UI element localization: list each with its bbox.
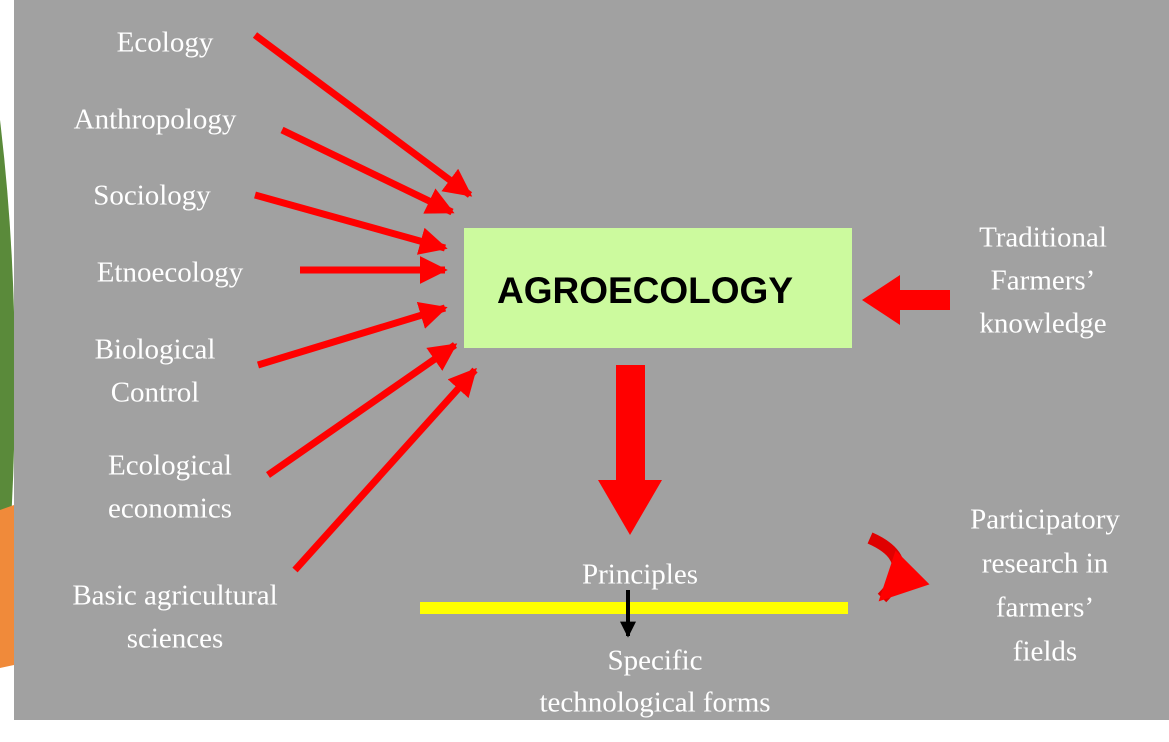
participatory-label: fields [1013,636,1077,668]
participatory-label: farmers’ [996,592,1094,624]
discipline-label: sciences [127,623,224,655]
discipline-label: Sociology [93,180,211,212]
participatory-label: Participatory [970,504,1120,536]
traditional-label: Farmers’ [991,265,1096,297]
center-label: AGROECOLOGY [497,270,793,311]
traditional-label: Traditional [979,222,1107,254]
discipline-label: Etnoecology [97,257,244,289]
traditional-label: knowledge [979,308,1106,340]
yellow-line [420,602,848,614]
discipline-label: Ecological [108,450,232,482]
slide: AGROECOLOGY Principles Ecology Anthropolo… [0,0,1169,742]
specific-label: Specific [607,645,702,677]
principles: Principles [582,559,698,591]
discipline-label: Basic agricultural [72,580,277,612]
discipline-label: Biological [95,334,216,366]
discipline-label: Anthropology [74,104,237,136]
discipline-label: Control [111,377,200,409]
participatory-label: research in [982,548,1109,580]
discipline-label: Ecology [117,27,214,59]
specific-label: technological forms [539,687,770,719]
discipline-label: economics [108,493,232,525]
photo-edge-orange [0,505,14,668]
